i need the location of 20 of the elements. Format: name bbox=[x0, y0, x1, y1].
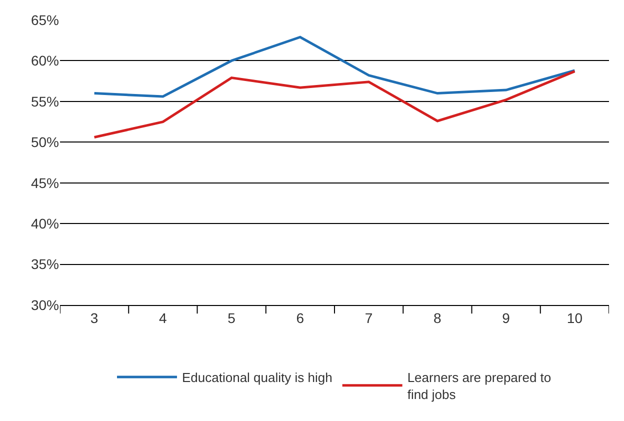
y-tick-label: 50% bbox=[30, 134, 59, 150]
x-tick-label: 7 bbox=[364, 310, 373, 326]
line-series bbox=[93, 36, 576, 98]
y-tick-label: 65% bbox=[30, 12, 59, 28]
x-tick-label: 3 bbox=[90, 310, 98, 326]
line-series bbox=[93, 70, 576, 139]
x-tick-label: 6 bbox=[296, 310, 304, 326]
x-tick-label: 10 bbox=[566, 310, 583, 326]
y-tick-label: 30% bbox=[30, 296, 59, 313]
y-tick-label: 55% bbox=[30, 93, 59, 110]
y-tick-label: 45% bbox=[30, 174, 59, 191]
legend-label: Learners are prepared to find jobs bbox=[407, 370, 552, 402]
y-tick-label: 60% bbox=[30, 52, 59, 69]
y-tick-label: 40% bbox=[30, 215, 59, 232]
x-tick-label: 4 bbox=[159, 310, 168, 326]
legend-label: Educational quality is high bbox=[182, 370, 332, 386]
y-tick-label: 35% bbox=[30, 256, 59, 272]
x-tick-label: 5 bbox=[228, 310, 236, 326]
x-tick-label: 9 bbox=[502, 310, 510, 326]
x-tick-label: 8 bbox=[434, 310, 442, 326]
